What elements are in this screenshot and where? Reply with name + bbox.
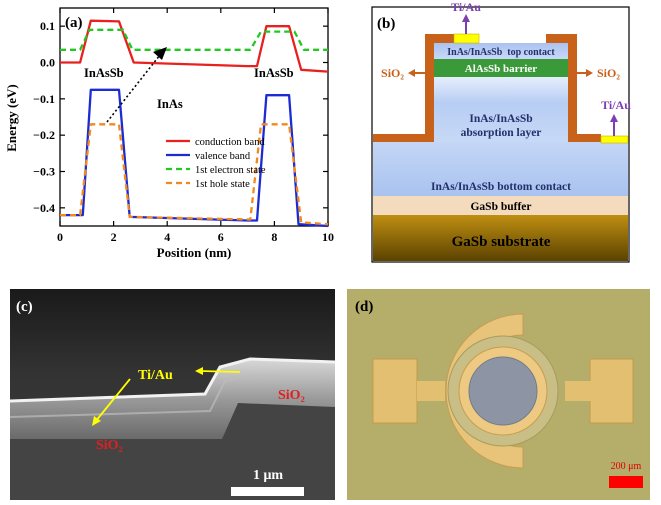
tiau-arrowhead-left <box>92 416 101 426</box>
plot-frame <box>59 7 329 227</box>
series-conduction-band <box>60 19 329 73</box>
panel-c-label: (c) <box>16 299 33 315</box>
inassb-left-label: InAsSb <box>84 66 124 80</box>
left-bond-pad <box>372 358 418 424</box>
sem-scale-label: 1 μm <box>253 468 283 483</box>
x-tick-label: 8 <box>271 230 277 244</box>
layer-substrate <box>373 215 628 261</box>
y-tick-label: 0.0 <box>40 56 55 70</box>
sem-substrate <box>10 399 335 500</box>
device-schematic: (b) Ti/Au Ti/Au SiO₂ SiO₂ InAs/InAsSb to… <box>371 0 631 263</box>
sem-film-stack <box>10 359 335 439</box>
side-contact-arrowhead <box>610 114 618 122</box>
micrograph-scale-label: 200 μm <box>611 461 642 472</box>
panel-a-label: (a) <box>65 15 83 31</box>
substrate-layer-label: GaSb substrate <box>452 234 551 250</box>
bottom-contact-layer-label: InAs/InAsSb bottom contact <box>431 181 571 193</box>
optical-micrograph: (d) 200 μm <box>347 289 650 500</box>
left-pad-connector <box>417 381 445 401</box>
transition-arrowhead <box>153 47 167 60</box>
layer-absorption <box>434 77 568 142</box>
sio2-left-label: SiO₂ <box>96 438 123 453</box>
buffer-layer-label: GaSb buffer <box>470 201 531 213</box>
optical-window <box>468 356 538 426</box>
series-1st-hole-state <box>60 123 329 226</box>
layer-top-contact <box>434 43 568 59</box>
sio2-right-label: SiO₂ <box>597 66 620 80</box>
layer-bottom-contact <box>373 142 628 196</box>
sem-scale-bar <box>231 487 304 496</box>
series-1st-electron-state <box>60 28 328 51</box>
x-tick-label: 10 <box>322 230 334 244</box>
panel-c: (c) Ti/Au SiO₂ SiO₂ 1 μm <box>9 289 336 500</box>
barrier-layer-label: AlAsSb barrier <box>465 63 538 75</box>
tiau-label: Ti/Au <box>138 368 173 383</box>
sem-cross-section: (c) Ti/Au SiO₂ SiO₂ 1 μm <box>9 289 336 500</box>
x-tick-label: 4 <box>164 230 170 244</box>
layer-buffer <box>373 196 628 215</box>
top-metal-contact <box>453 33 480 44</box>
sem-film-mid-edge <box>9 373 336 418</box>
panel-b: (b) Ti/Au Ti/Au SiO₂ SiO₂ InAs/InAsSb to… <box>360 0 650 265</box>
bottom-metal-contact <box>600 135 629 144</box>
x-axis-label: Position (nm) <box>157 245 232 260</box>
panel-d: (d) 200 μm <box>347 289 650 500</box>
x-tick-label: 0 <box>57 230 63 244</box>
right-bond-pad <box>589 358 634 424</box>
sio2-left-arrowhead <box>408 69 415 77</box>
panel-b-label: (b) <box>377 16 395 32</box>
y-tick-label: 0.1 <box>40 19 55 33</box>
tiau-arrow-left <box>94 378 131 423</box>
absorption-layer-label-1: InAs/InAsSb <box>469 113 532 125</box>
tiau-arrowhead-right <box>195 367 203 375</box>
inassb-right-label: InAsSb <box>254 66 294 80</box>
sio2-right-arrowhead <box>586 69 593 77</box>
legend-label: valence band <box>195 151 251 162</box>
transition-arrow <box>106 54 161 123</box>
y-tick-label: −0.1 <box>33 92 55 106</box>
tiau-arrow-right <box>199 370 241 373</box>
micrograph-scale-bar <box>609 476 643 488</box>
right-pad-connector <box>565 381 592 401</box>
inas-label: InAs <box>157 97 183 111</box>
legend-label: 1st hole state <box>195 179 250 190</box>
y-axis-label: Energy (eV) <box>4 84 19 152</box>
x-tick-label: 6 <box>218 230 224 244</box>
series-valence-band <box>60 88 329 228</box>
side-metal-label: Ti/Au <box>601 98 631 112</box>
sio2-left-label: SiO₂ <box>381 66 404 80</box>
panel-d-label: (d) <box>355 299 373 315</box>
absorption-layer-label-2: absorption layer <box>461 127 542 139</box>
band-diagram-chart: 0 2 4 6 8 10 0.1 0.0 −0.1 −0.2 −0.3 −0.4 (a) InAsSb… <box>4 7 334 260</box>
x-tick-label: 2 <box>111 230 117 244</box>
sio2-passivation <box>373 34 601 142</box>
sio2-right-label: SiO₂ <box>278 388 305 403</box>
y-tick-label: −0.2 <box>33 128 55 142</box>
sem-film-top-edge <box>9 357 336 403</box>
legend: conduction band valence band 1st electron … <box>166 137 266 190</box>
layer-barrier <box>434 59 568 77</box>
panel-a: 0 2 4 6 8 10 0.1 0.0 −0.1 −0.2 −0.3 −0.4 (a) InAsSb… <box>0 0 335 265</box>
y-tick-label: −0.3 <box>33 165 55 179</box>
y-tick-label: −0.4 <box>33 201 55 215</box>
legend-label: conduction band <box>195 137 265 148</box>
legend-label: 1st electron state <box>195 165 266 176</box>
top-contact-arrowhead <box>462 14 470 22</box>
top-contact-layer-label: InAs/InAsSb top contact <box>447 47 555 58</box>
top-metal-label: Ti/Au <box>451 0 481 14</box>
